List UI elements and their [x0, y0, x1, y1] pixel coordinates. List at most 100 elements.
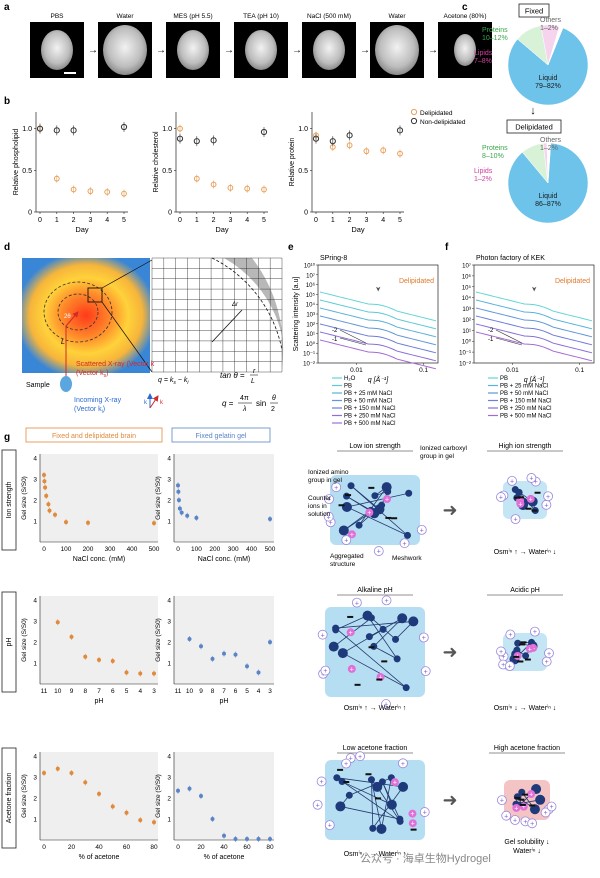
counter-ion — [331, 482, 342, 493]
arrow-icon: → — [156, 45, 166, 56]
aggregated-node — [515, 488, 523, 496]
counter-ion — [398, 758, 408, 769]
x-tick-label: 5 — [245, 688, 249, 695]
counter-ion — [373, 546, 384, 556]
arrow-icon: → — [360, 45, 370, 56]
plus-sign: + — [410, 811, 414, 818]
brain-sample — [41, 30, 73, 70]
aggregated-node — [337, 648, 348, 659]
ionized-carboxyl-group — [518, 798, 525, 801]
y-tick-label: 10⁶ — [306, 282, 316, 289]
y-tick-label: 4 — [167, 456, 171, 463]
y-axis-label: Relative phospholipid — [13, 129, 20, 196]
sample-label: Sample — [26, 382, 50, 389]
delip-proteins-label: 8–10% — [482, 153, 504, 160]
ionized-amino-group — [527, 790, 536, 799]
ionized-carboxyl-group — [376, 678, 383, 681]
feature-arrowhead-icon: ➤ — [530, 286, 537, 292]
panel-b-lipid-charts: 0 0.5 1.0 0 1 2 3 4 5 Day Relative phospholipid 0 0.… — [13, 108, 466, 234]
legend-non-delipidated: Non-delipidated — [420, 119, 466, 126]
legend-delipidated: Delipidated — [420, 110, 453, 117]
legend-entry: PB + 250 mM NaCl — [500, 406, 552, 412]
brain-data-point — [43, 485, 48, 490]
counter-ion — [381, 595, 392, 606]
y-tick-label: 2 — [33, 796, 37, 803]
aggregated-node — [529, 804, 540, 815]
gel-data-point — [176, 489, 181, 494]
x-tick-label: 80 — [150, 844, 158, 851]
x-tick-label: 5 — [398, 217, 402, 224]
fixed-liquid-label: 79–82% — [535, 83, 561, 90]
plus-sign: + — [358, 754, 362, 761]
delip-box — [506, 119, 562, 134]
plus-sign: + — [385, 497, 389, 504]
x-tick-label: 5 — [122, 217, 126, 224]
counter-ion — [324, 494, 335, 505]
aggregated-node — [333, 774, 341, 782]
scale-bar — [64, 72, 76, 74]
delipidated-point — [261, 186, 267, 193]
gel-data-point — [199, 794, 203, 798]
gel-data-point — [187, 636, 192, 641]
ionized-carboxyl-group — [385, 516, 392, 519]
scattering-curve — [475, 331, 593, 362]
delip-liquid-label: 86–87% — [535, 201, 561, 208]
step-label: Water — [388, 13, 406, 20]
panel-a-letter: a — [4, 2, 10, 13]
counter-ion — [312, 799, 323, 810]
legend-entry: PB + 25 mM NaCl — [344, 391, 392, 397]
plus-sign: + — [544, 502, 548, 509]
arrow-icon: → — [88, 45, 98, 56]
delip-others-label: Others — [540, 137, 562, 144]
non-delipidated-point — [396, 127, 404, 134]
schematic-left-title: Alkaline pH — [357, 587, 392, 594]
y-tick-label: 10¹ — [306, 332, 315, 338]
schematic-right-title: Acidic pH — [510, 587, 540, 594]
step-label: NaCl (500 mM) — [307, 13, 351, 20]
gel-data-point — [177, 506, 182, 511]
x-tick-label: 40 — [220, 844, 228, 851]
slope-line — [339, 329, 367, 344]
plus-sign: + — [401, 761, 405, 768]
gel-data-point — [222, 651, 226, 656]
x-tick-label: 3 — [88, 217, 92, 224]
polymer-chain — [336, 777, 401, 822]
brain-data-point — [83, 654, 88, 659]
y-tick-label: 1.0 — [298, 126, 308, 133]
delipidated-point — [244, 185, 251, 192]
label-meshwork: Meshwork — [392, 555, 422, 562]
x-axis-label: Day — [351, 225, 365, 234]
ionized-amino-group — [347, 530, 356, 539]
slope-line — [495, 329, 523, 344]
plus-sign: + — [379, 674, 383, 681]
plus-sign: + — [344, 538, 348, 545]
delipidated-point — [177, 125, 183, 132]
x-axis-label: q [Å⁻¹] — [368, 375, 389, 384]
x-tick-label: 4 — [245, 217, 249, 224]
non-delipidated-point — [312, 135, 320, 142]
legend-entry: PB — [344, 384, 352, 390]
plus-sign: + — [403, 541, 407, 548]
brain-data-point — [138, 818, 143, 823]
counter-ion — [527, 818, 538, 829]
x-tick-label: 3 — [268, 688, 272, 695]
x-tick-label: 500 — [265, 546, 276, 553]
x-tick-label: 400 — [246, 546, 257, 553]
step-label: TEA (pH 10) — [243, 13, 279, 20]
legend-entry: PB + 25 mM NaCl — [500, 384, 548, 390]
plus-sign: + — [529, 476, 533, 483]
delip-liquid-label: Liquid — [539, 193, 558, 200]
plus-sign: + — [500, 798, 504, 805]
x-tick-label: 6 — [111, 688, 115, 695]
brain-data-point — [152, 521, 156, 526]
brain-sample — [313, 30, 345, 70]
y-tick-label: 10¹⁰ — [304, 263, 316, 270]
y-tick-label: 3 — [167, 619, 171, 626]
counter-ion — [510, 514, 521, 525]
x-tick-label: 4 — [257, 688, 261, 695]
aggregated-node — [362, 610, 373, 621]
label-counter-3: solution — [308, 511, 331, 518]
ks-label: k — [160, 400, 164, 406]
y-tick-label: 0 — [304, 210, 308, 217]
plus-sign: + — [547, 651, 551, 658]
